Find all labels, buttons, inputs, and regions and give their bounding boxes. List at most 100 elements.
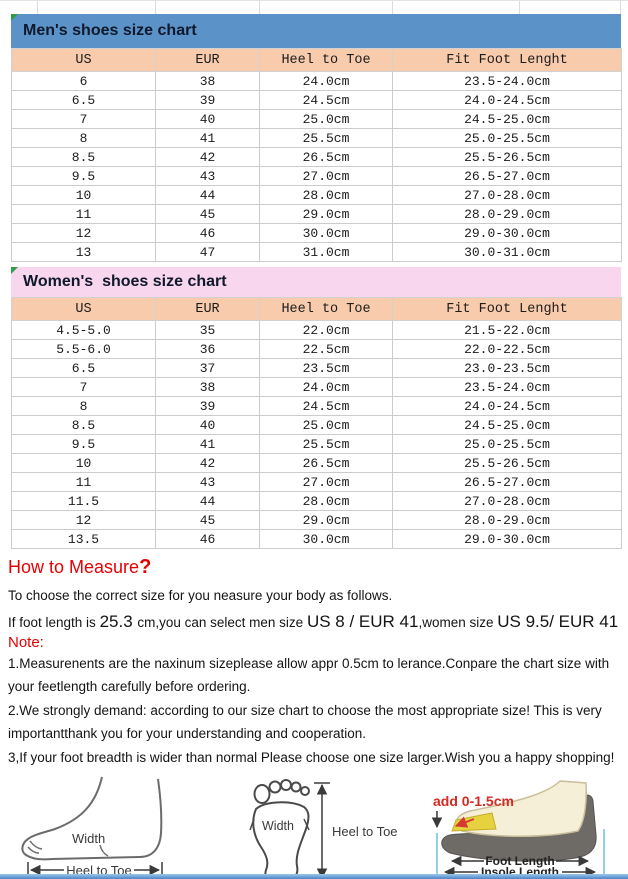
note-label: Note: — [8, 634, 44, 651]
table-cell-eur: 38 — [155, 71, 260, 91]
table-row: 11 43 27.0cm 26.5-27.0cm — [11, 472, 622, 492]
table-cell-us: 8 — [11, 128, 156, 148]
table-cell-fit-foot-length: 23.0-23.5cm — [392, 358, 622, 378]
column-header-fit-foot-length: Fit Foot Lenght — [392, 297, 622, 321]
table-cell-us: 7 — [11, 377, 156, 397]
note-1: 1.Measurenents are the naxinum sizepleas… — [8, 656, 610, 694]
column-header-us: US — [11, 297, 156, 321]
note-3: 3,If your foot breadth is wider than nor… — [8, 750, 615, 765]
mens-chart-section: Men's shoes size chart US EUR Heel to To… — [11, 14, 622, 262]
table-row: 10 44 28.0cm 27.0-28.0cm — [11, 185, 622, 205]
table-cell-eur: 35 — [155, 320, 260, 340]
table-cell-fit-foot-length: 24.0-24.5cm — [392, 90, 622, 110]
how-to-measure-title: How to Measure? — [8, 556, 152, 578]
table-row: 9.5 41 25.5cm 25.0-25.5cm — [11, 434, 622, 454]
table-cell-us: 13 — [11, 242, 156, 262]
table-row: 4.5-5.0 35 22.0cm 21.5-22.0cm — [11, 320, 622, 340]
table-cell-fit-foot-length: 25.5-26.5cm — [392, 453, 622, 473]
footprint-diagram: Width Heel to Toe — [249, 779, 398, 879]
table-cell-heel-to-toe: 25.0cm — [259, 109, 393, 129]
table-cell-fit-foot-length: 23.5-24.0cm — [392, 71, 622, 91]
bottom-blue-bar — [0, 874, 628, 879]
table-cell-fit-foot-length: 25.0-25.5cm — [392, 128, 622, 148]
table-cell-us: 12 — [11, 510, 156, 530]
table-cell-us: 11 — [11, 204, 156, 224]
table-cell-heel-to-toe: 28.0cm — [259, 185, 393, 205]
table-cell-us: 7 — [11, 109, 156, 129]
table-cell-heel-to-toe: 28.0cm — [259, 491, 393, 511]
table-cell-heel-to-toe: 27.0cm — [259, 166, 393, 186]
table-cell-us: 8.5 — [11, 415, 156, 435]
table-cell-heel-to-toe: 24.0cm — [259, 377, 393, 397]
table-cell-fit-foot-length: 25.5-26.5cm — [392, 147, 622, 167]
table-cell-eur: 43 — [155, 472, 260, 492]
table-cell-fit-foot-length: 27.0-28.0cm — [392, 185, 622, 205]
table-header-row: US EUR Heel to Toe Fit Foot Lenght — [11, 48, 622, 72]
table-cell-eur: 46 — [155, 223, 260, 243]
column-header-heel-to-toe: Heel to Toe — [259, 297, 393, 321]
table-cell-fit-foot-length: 27.0-28.0cm — [392, 491, 622, 511]
table-row: 8.5 42 26.5cm 25.5-26.5cm — [11, 147, 622, 167]
note-2: 2.We strongly demand: according to our s… — [8, 703, 602, 741]
table-cell-heel-to-toe: 26.5cm — [259, 453, 393, 473]
table-cell-fit-foot-length: 23.5-24.0cm — [392, 377, 622, 397]
table-cell-fit-foot-length: 22.0-22.5cm — [392, 339, 622, 359]
table-cell-heel-to-toe: 24.0cm — [259, 71, 393, 91]
table-cell-us: 6.5 — [11, 90, 156, 110]
table-cell-eur: 36 — [155, 339, 260, 359]
table-cell-heel-to-toe: 27.0cm — [259, 472, 393, 492]
table-cell-eur: 44 — [155, 491, 260, 511]
column-header-eur: EUR — [155, 297, 260, 321]
measure-intro-text: To choose the correct size for you neasu… — [8, 588, 393, 603]
mens-chart-title: Men's shoes size chart — [23, 22, 197, 39]
table-row: 8.5 40 25.0cm 24.5-25.0cm — [11, 415, 622, 435]
table-row: 7 40 25.0cm 24.5-25.0cm — [11, 109, 622, 129]
add-length-label: add 0-1.5cm — [433, 793, 514, 809]
table-cell-us: 10 — [11, 453, 156, 473]
column-header-fit-foot-length: Fit Foot Lenght — [392, 48, 622, 72]
measurement-diagrams: Width Heel to Toe Width — [0, 773, 628, 879]
womens-chart-title-bar: Women's shoes size chart — [11, 267, 621, 297]
table-cell-fit-foot-length: 24.0-24.5cm — [392, 396, 622, 416]
table-cell-us: 6 — [11, 71, 156, 91]
side-view-foot-diagram: Width Heel to Toe — [21, 776, 163, 878]
mens-chart-title-bar: Men's shoes size chart — [11, 14, 621, 48]
table-row: 12 45 29.0cm 28.0-29.0cm — [11, 510, 622, 530]
footprint-width-label: Width — [262, 819, 294, 833]
column-header-heel-to-toe: Heel to Toe — [259, 48, 393, 72]
table-cell-eur: 47 — [155, 242, 260, 262]
table-header-row: US EUR Heel to Toe Fit Foot Lenght — [11, 297, 622, 321]
table-cell-fit-foot-length: 30.0-31.0cm — [392, 242, 622, 262]
side-view-width-label: Width — [72, 831, 105, 846]
table-cell-heel-to-toe: 23.5cm — [259, 358, 393, 378]
table-cell-eur: 43 — [155, 166, 260, 186]
table-row: 12 46 30.0cm 29.0-30.0cm — [11, 223, 622, 243]
table-row: 5.5-6.0 36 22.5cm 22.0-22.5cm — [11, 339, 622, 359]
foot-length-label: Foot Length — [485, 854, 554, 868]
table-cell-fit-foot-length: 29.0-30.0cm — [392, 223, 622, 243]
table-cell-heel-to-toe: 25.0cm — [259, 415, 393, 435]
table-cell-us: 13.5 — [11, 529, 156, 549]
cell-corner-triangle-icon — [11, 14, 18, 21]
table-cell-eur: 38 — [155, 377, 260, 397]
mens-size-table: US EUR Heel to Toe Fit Foot Lenght 6 38 … — [11, 48, 622, 262]
table-cell-eur: 45 — [155, 510, 260, 530]
womens-size-table: US EUR Heel to Toe Fit Foot Lenght 4.5-5… — [11, 297, 622, 549]
table-cell-fit-foot-length: 26.5-27.0cm — [392, 166, 622, 186]
womens-chart-title: Women's shoes size chart — [23, 273, 227, 290]
table-cell-us: 6.5 — [11, 358, 156, 378]
table-cell-fit-foot-length: 25.0-25.5cm — [392, 434, 622, 454]
table-row: 8 41 25.5cm 25.0-25.5cm — [11, 128, 622, 148]
table-row: 9.5 43 27.0cm 26.5-27.0cm — [11, 166, 622, 186]
table-cell-eur: 42 — [155, 453, 260, 473]
table-cell-heel-to-toe: 24.5cm — [259, 90, 393, 110]
table-cell-us: 8.5 — [11, 147, 156, 167]
table-row: 11.5 44 28.0cm 27.0-28.0cm — [11, 491, 622, 511]
table-cell-us: 9.5 — [11, 434, 156, 454]
table-cell-fit-foot-length: 28.0-29.0cm — [392, 204, 622, 224]
table-row: 6 38 24.0cm 23.5-24.0cm — [11, 71, 622, 91]
table-cell-heel-to-toe: 30.0cm — [259, 529, 393, 549]
table-cell-fit-foot-length: 21.5-22.0cm — [392, 320, 622, 340]
table-cell-us: 5.5-6.0 — [11, 339, 156, 359]
table-row: 10 42 26.5cm 25.5-26.5cm — [11, 453, 622, 473]
